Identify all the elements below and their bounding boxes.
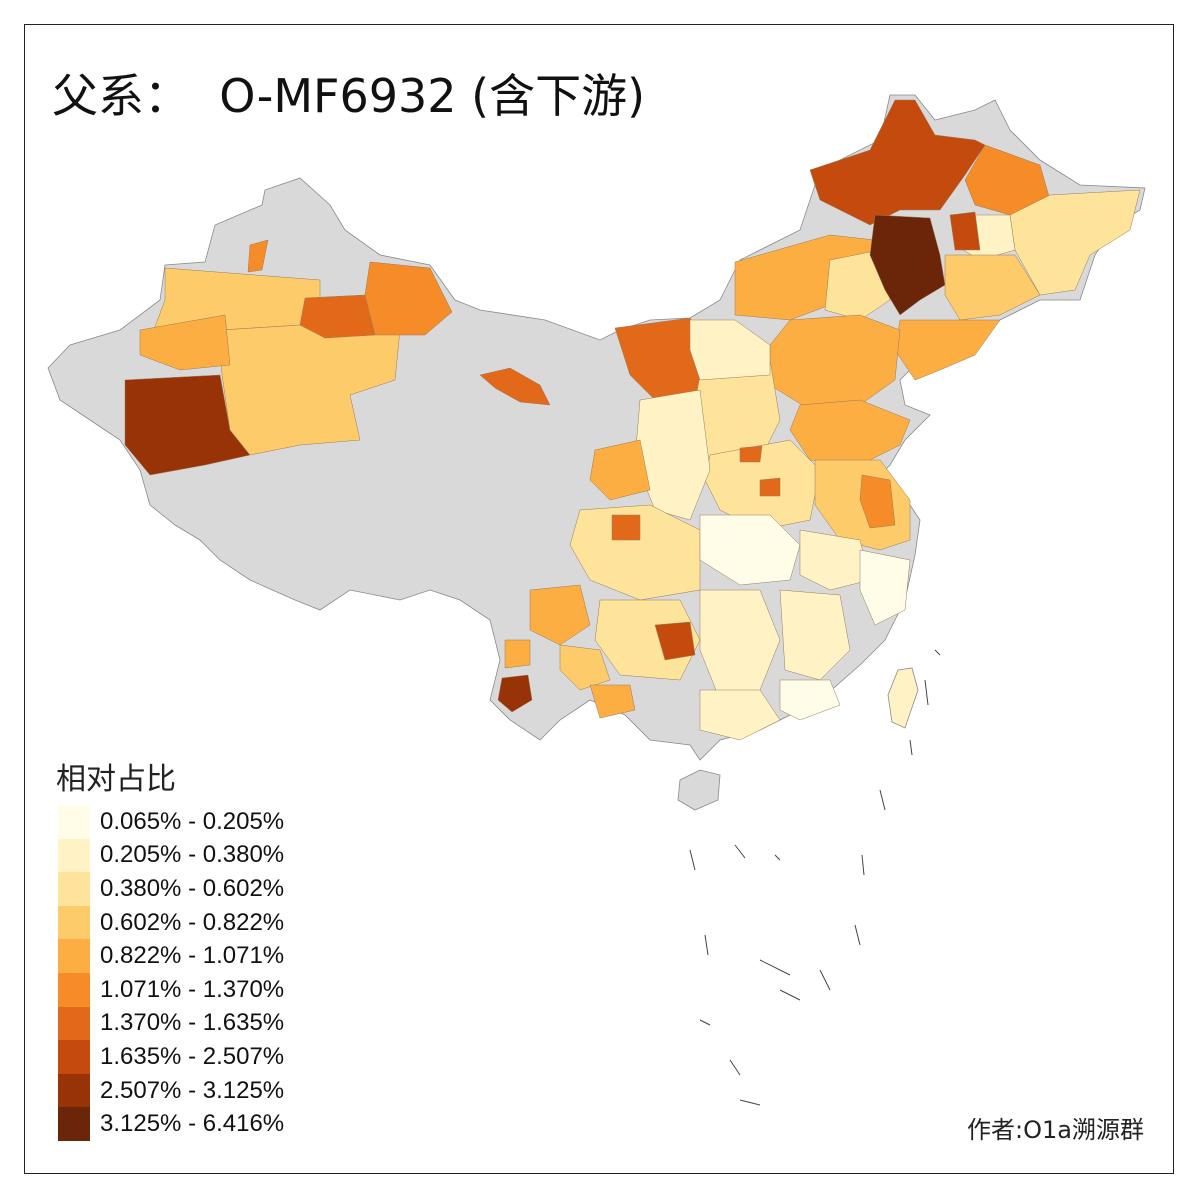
region-hinggan xyxy=(869,214,946,316)
map-title: 父系： O-MF6932 (含下游) xyxy=(52,69,646,123)
region-sichuan-east xyxy=(569,504,701,601)
region-hubei xyxy=(699,514,801,586)
legend-item: 3.125% - 6.416% xyxy=(58,1107,284,1141)
legend-item: 0.602% - 0.822% xyxy=(58,905,285,940)
legend-label: 1.071% - 1.370% xyxy=(100,975,285,1003)
region-xinjiang-altay xyxy=(247,239,269,273)
legend-swatch xyxy=(58,1107,90,1141)
legend-item: 0.380% - 0.602% xyxy=(58,872,284,906)
legend: 0.065% - 0.205% 0.205% - 0.380% 0.380% -… xyxy=(58,805,284,1141)
region-guangxi xyxy=(699,689,781,741)
legend-label: 0.822% - 1.071% xyxy=(100,942,285,970)
legend-swatch xyxy=(58,1006,90,1041)
region-guizhou-spot xyxy=(654,621,696,661)
legend-label: 1.370% - 1.635% xyxy=(100,1009,285,1037)
region-xinjiang-urumqi xyxy=(299,294,376,339)
legend-swatch xyxy=(58,972,90,1007)
region-taiwan xyxy=(887,667,919,729)
legend-item: 2.507% - 3.125% xyxy=(58,1073,285,1108)
region-hainan xyxy=(677,769,721,811)
region-ningxia-shaanxi-north xyxy=(689,319,771,381)
author-credit: 作者:O1a溯源群 xyxy=(967,1116,1144,1144)
island-marks xyxy=(689,649,941,1106)
region-guangdong xyxy=(779,679,841,721)
region-liaoning xyxy=(894,319,1001,381)
region-guangxi-west xyxy=(589,684,636,719)
region-qiqihar xyxy=(949,211,981,251)
legend-label: 2.507% - 3.125% xyxy=(100,1076,285,1104)
legend-item: 0.822% - 1.071% xyxy=(58,939,284,973)
legend-title: 相对占比 xyxy=(56,762,176,797)
legend-label: 0.205% - 0.380% xyxy=(100,841,285,869)
region-jiangsu-north xyxy=(859,474,896,529)
legend-label: 0.602% - 0.822% xyxy=(100,908,285,936)
region-kashgar xyxy=(124,374,251,476)
legend-item: 0.205% - 0.380% xyxy=(58,838,285,873)
legend-swatch xyxy=(58,905,90,940)
region-lincang xyxy=(497,674,533,713)
region-jiangxi xyxy=(779,589,851,681)
map-regions xyxy=(124,99,1141,741)
legend-item: 1.635% - 2.507% xyxy=(58,1040,284,1074)
region-gansu-west xyxy=(479,367,551,406)
legend-swatch xyxy=(58,939,90,973)
legend-swatch xyxy=(58,872,90,906)
region-jilin xyxy=(944,254,1041,321)
legend-item: 1.370% - 1.635% xyxy=(58,1006,285,1041)
legend-swatch xyxy=(58,838,90,873)
region-zhejiang xyxy=(859,549,911,626)
region-yunnan-north xyxy=(529,584,591,646)
region-anhui-south xyxy=(799,529,871,591)
region-henan-spot xyxy=(739,445,763,463)
south-china-sea-islands xyxy=(689,649,941,1106)
region-xinjiang-hami xyxy=(364,261,453,336)
legend-label: 3.125% - 6.416% xyxy=(100,1110,285,1138)
region-xinjiang-aksu xyxy=(139,314,231,371)
legend-swatch xyxy=(58,1073,90,1108)
legend-label: 0.380% - 0.602% xyxy=(100,874,285,902)
legend-item: 0.065% - 0.205% xyxy=(58,805,284,839)
region-guizhou xyxy=(594,599,701,681)
region-gansu-east xyxy=(589,439,651,501)
legend-label: 1.635% - 2.507% xyxy=(100,1042,285,1070)
legend-label: 0.065% - 0.205% xyxy=(100,807,285,835)
region-zhengzhou xyxy=(759,477,781,497)
legend-swatch xyxy=(58,805,90,839)
region-sichuan-spot xyxy=(611,514,641,541)
region-yunnan-west xyxy=(504,639,531,669)
region-shandong xyxy=(789,399,911,466)
legend-swatch xyxy=(58,1040,90,1074)
legend-item: 1.071% - 1.370% xyxy=(58,972,285,1007)
